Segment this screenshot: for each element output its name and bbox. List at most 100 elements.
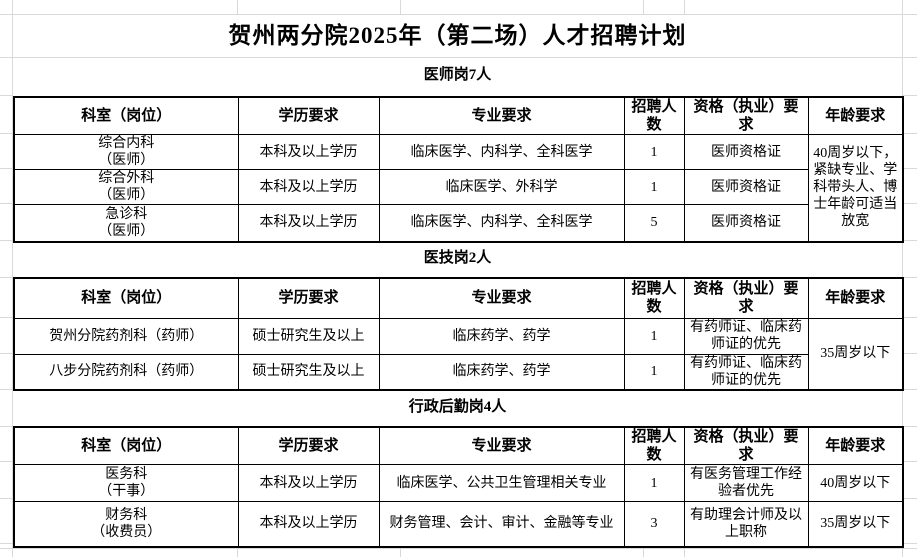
cell-dept: 急诊科 （医师） xyxy=(13,204,239,242)
cell-education: 硕士研究生及以上 xyxy=(237,317,380,355)
header-cell-education: 学历要求 xyxy=(237,426,380,465)
header-cell-dept: 科室（岗位） xyxy=(13,277,239,319)
cell-major: 临床医学、内科学、全科医学 xyxy=(378,134,625,170)
gridline xyxy=(902,389,917,390)
gridline xyxy=(0,461,13,462)
table-row: 综合外科 （医师） 本科及以上学历 临床医学、外科学 1 医师资格证 xyxy=(13,169,903,205)
cell-qualification: 医师资格证 xyxy=(683,169,809,205)
table-header-row: 科室（岗位） 学历要求 专业要求 招聘人数 资格（执业）要求 年龄要求 xyxy=(13,426,904,465)
cell-dept: 综合内科 （医师） xyxy=(13,134,239,170)
cell-education: 本科及以上学历 xyxy=(237,169,380,205)
table-row: 急诊科 （医师） 本科及以上学历 临床医学、内科学、全科医学 5 医师资格证 xyxy=(13,204,903,242)
cell-age: 35周岁以下 xyxy=(807,501,904,547)
header-cell-major: 专业要求 xyxy=(378,96,625,135)
cell-dept: 医务科 （干事） xyxy=(13,464,239,502)
cell-count: 1 xyxy=(623,134,685,170)
table-row: 综合内科 （医师） 本科及以上学历 临床医学、内科学、全科医学 1 医师资格证 … xyxy=(13,134,904,242)
cell-qualification: 医师资格证 xyxy=(683,134,809,170)
cell-education: 硕士研究生及以上 xyxy=(237,353,380,391)
header-cell-major: 专业要求 xyxy=(378,426,625,465)
cell-dept: 综合外科 （医师） xyxy=(13,169,239,205)
gridline xyxy=(902,240,917,241)
gridline xyxy=(237,0,238,14)
gridline xyxy=(0,14,917,15)
gridline xyxy=(684,543,685,557)
cell-dept: 贺州分院药剂科（药师） xyxy=(13,317,239,355)
header-cell-age: 年龄要求 xyxy=(807,426,904,465)
cell-major: 临床药学、药学 xyxy=(378,317,625,355)
header-cell-dept: 科室（岗位） xyxy=(13,426,239,465)
gridline xyxy=(0,389,13,390)
cell-count: 5 xyxy=(623,204,685,242)
cell-age-merged: 40周岁以下，紧缺专业、学科带头人、博士年龄可适当放宽 xyxy=(807,134,904,242)
gridline xyxy=(0,168,13,169)
cell-major: 临床药学、药学 xyxy=(378,353,625,391)
gridline xyxy=(902,203,917,204)
cell-count: 1 xyxy=(623,464,685,502)
cell-education: 本科及以上学历 xyxy=(237,134,380,170)
gridline xyxy=(0,240,13,241)
header-cell-count: 招聘人数 xyxy=(623,426,685,465)
gridline xyxy=(902,95,917,96)
cell-age: 40周岁以下 xyxy=(807,464,904,502)
header-cell-age: 年龄要求 xyxy=(807,96,904,135)
gridline xyxy=(400,0,401,14)
header-cell-qualification: 资格（执业）要求 xyxy=(683,96,809,135)
cell-dept: 八步分院药剂科（药师） xyxy=(13,353,239,391)
cell-major: 临床医学、外科学 xyxy=(378,169,625,205)
gridline xyxy=(684,0,685,14)
gridline xyxy=(0,95,13,96)
cell-education: 本科及以上学历 xyxy=(237,501,380,547)
table-header-row: 科室（岗位） 学历要求 专业要求 招聘人数 资格（执业）要求 年龄要求 xyxy=(13,277,904,319)
gridline xyxy=(0,317,13,318)
gridline xyxy=(12,0,13,557)
gridline xyxy=(643,0,644,14)
cell-dept: 财务科 （收费员） xyxy=(13,501,239,547)
admin-table: 科室（岗位） 学历要求 专业要求 招聘人数 资格（执业）要求 年龄要求 医务科 … xyxy=(13,426,904,548)
cell-qualification: 有医务管理工作经验者优先 xyxy=(683,464,809,502)
medtech-table: 科室（岗位） 学历要求 专业要求 招聘人数 资格（执业）要求 年龄要求 贺州分院… xyxy=(13,277,904,391)
cell-count: 3 xyxy=(623,501,685,547)
gridline xyxy=(0,353,13,354)
header-cell-qualification: 资格（执业）要求 xyxy=(683,426,809,465)
gridline xyxy=(0,203,13,204)
gridline xyxy=(0,277,13,278)
gridline xyxy=(902,426,917,427)
gridline xyxy=(0,426,13,427)
gridline xyxy=(0,548,917,549)
physicians-table: 科室（岗位） 学历要求 专业要求 招聘人数 资格（执业）要求 年龄要求 综合内科… xyxy=(13,96,904,243)
cell-education: 本科及以上学历 xyxy=(237,204,380,242)
gridline xyxy=(902,317,917,318)
header-cell-count: 招聘人数 xyxy=(623,277,685,319)
gridline xyxy=(643,543,644,557)
table-row: 贺州分院药剂科（药师） 硕士研究生及以上 临床药学、药学 1 有药师证、临床药师… xyxy=(13,317,904,391)
gridline xyxy=(0,133,13,134)
cell-qualification: 医师资格证 xyxy=(683,204,809,242)
gridline xyxy=(902,498,917,499)
table-row: 财务科 （收费员） 本科及以上学历 财务管理、会计、审计、金融等专业 3 有助理… xyxy=(13,501,904,547)
cell-count: 1 xyxy=(623,353,685,391)
gridline xyxy=(400,543,401,557)
header-cell-education: 学历要求 xyxy=(237,96,380,135)
table-header-row: 科室（岗位） 学历要求 专业要求 招聘人数 资格（执业）要求 年龄要求 xyxy=(13,96,904,135)
header-cell-major: 专业要求 xyxy=(378,277,625,319)
gridline xyxy=(902,543,917,544)
cell-count: 1 xyxy=(623,317,685,355)
gridline xyxy=(237,543,238,557)
gridline xyxy=(0,498,13,499)
cell-count: 1 xyxy=(623,169,685,205)
gridline xyxy=(0,543,13,544)
header-cell-education: 学历要求 xyxy=(237,277,380,319)
cell-age-merged: 35周岁以下 xyxy=(807,317,904,391)
gridline xyxy=(902,353,917,354)
table-row: 医务科 （干事） 本科及以上学历 临床医学、公共卫生管理相关专业 1 有医务管理… xyxy=(13,464,904,502)
header-cell-qualification: 资格（执业）要求 xyxy=(683,277,809,319)
cell-education: 本科及以上学历 xyxy=(237,464,380,502)
header-cell-age: 年龄要求 xyxy=(807,277,904,319)
gridline xyxy=(0,57,917,58)
cell-major: 临床医学、内科学、全科医学 xyxy=(378,204,625,242)
page-title: 贺州两分院2025年（第二场）人才招聘计划 xyxy=(228,23,687,48)
section-label-physicians: 医师岗7人 xyxy=(423,67,492,83)
cell-major: 财务管理、会计、审计、金融等专业 xyxy=(378,501,625,547)
cell-qualification: 有药师证、临床药师证的优先 xyxy=(683,317,809,355)
